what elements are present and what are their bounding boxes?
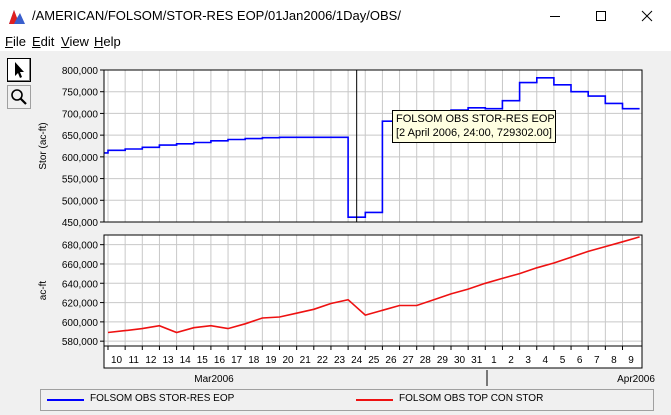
menu-view[interactable]: View: [61, 34, 89, 49]
minimize-button[interactable]: [532, 0, 578, 31]
x-tick-label: 6: [577, 355, 583, 366]
y-tick-label: 640,000: [62, 279, 99, 290]
y-tick-label: 600,000: [62, 153, 99, 164]
x-tick-label: 3: [525, 355, 531, 366]
maximize-button[interactable]: [578, 0, 624, 31]
menu-edit-rest: dit: [40, 34, 55, 49]
title-bar: /AMERICAN/FOLSOM/STOR-RES EOP/01Jan2006/…: [0, 0, 671, 31]
x-tick-label: 28: [420, 355, 432, 366]
x-tick-label: 11: [129, 355, 140, 366]
menu-edit-mnemonic: E: [32, 34, 41, 49]
legend-line-series2: [356, 399, 393, 401]
magnifier-icon: [11, 89, 27, 105]
menu-file-rest: ile: [12, 34, 26, 49]
plot-panel-2-background: [104, 235, 642, 346]
close-button[interactable]: [624, 0, 670, 31]
x-tick-label: 27: [403, 355, 415, 366]
x-tick-label: 26: [385, 355, 397, 366]
x-tick-label: 21: [300, 355, 312, 366]
window-title: /AMERICAN/FOLSOM/STOR-RES EOP/01Jan2006/…: [32, 8, 401, 23]
plot-panel-1-background: [104, 70, 642, 222]
legend: FOLSOM OBS STOR-RES EOP FOLSOM OBS TOP C…: [40, 389, 654, 411]
x-tick-label: 1: [491, 355, 497, 366]
x-tick-label: 12: [145, 355, 157, 366]
close-icon: [641, 10, 653, 21]
y-axis-label: Stor (ac-ft): [38, 122, 49, 169]
x-tick-label: 4: [543, 355, 549, 366]
menu-help-mnemonic: H: [94, 34, 104, 49]
y-tick-label: 500,000: [62, 196, 99, 207]
y-axis-label: ac-ft: [38, 281, 49, 301]
menu-bar: File Edit View Help: [0, 31, 671, 51]
x-tick-label: 15: [197, 355, 209, 366]
x-month-label: Apr2006: [617, 374, 655, 385]
x-tick-label: 23: [334, 355, 346, 366]
menu-view-rest: iew: [69, 34, 89, 49]
y-tick-label: 660,000: [62, 260, 99, 271]
plot-panel-1-frame: [103, 69, 643, 223]
legend-line-series1: [47, 399, 84, 401]
y-tick-label: 650,000: [62, 131, 99, 142]
series-line-stor-res-eop: [104, 77, 640, 218]
y-tick-label: 700,000: [62, 109, 99, 120]
arrow-pointer-icon: [15, 62, 24, 78]
x-tick-label: 14: [180, 355, 192, 366]
data-tooltip: FOLSOM OBS STOR-RES EOP [2 April 2006, 2…: [392, 110, 556, 143]
x-month-label: Mar2006: [194, 374, 234, 385]
menu-file[interactable]: File: [5, 34, 26, 49]
x-tick-label: 2: [508, 355, 514, 366]
y-tick-label: 600,000: [62, 318, 99, 329]
x-tick-label: 16: [214, 355, 226, 366]
legend-label-series2: FOLSOM OBS TOP CON STOR: [399, 393, 544, 404]
tooltip-value: [2 April 2006, 24:00, 729302.00]: [396, 127, 552, 139]
minimize-icon: [550, 15, 560, 17]
y-tick-label: 800,000: [62, 66, 99, 77]
select-tool-button[interactable]: [7, 58, 31, 82]
menu-help[interactable]: Help: [94, 34, 121, 49]
zoom-tool-button[interactable]: [7, 85, 31, 109]
y-tick-label: 580,000: [62, 337, 99, 348]
x-tick-label: 22: [317, 355, 329, 366]
series-line-top-con-stor: [107, 236, 640, 334]
x-tick-label: 19: [265, 355, 277, 366]
y-tick-label: 450,000: [62, 218, 99, 229]
x-tick-label: 31: [471, 355, 483, 366]
legend-label-series1: FOLSOM OBS STOR-RES EOP: [90, 393, 235, 404]
x-tick-label: 30: [454, 355, 466, 366]
x-tick-label: 24: [351, 355, 363, 366]
x-tick-label: 10: [111, 355, 123, 366]
menu-help-rest: elp: [103, 34, 121, 49]
y-tick-label: 750,000: [62, 88, 99, 99]
x-tick-label: 18: [248, 355, 260, 366]
x-tick-label: 5: [560, 355, 566, 366]
x-tick-label: 29: [437, 355, 449, 366]
menu-file-mnemonic: F: [5, 34, 13, 49]
menu-edit[interactable]: Edit: [32, 34, 54, 49]
x-tick-label: 17: [231, 355, 243, 366]
tooltip-series-name: FOLSOM OBS STOR-RES EOP: [396, 113, 555, 125]
x-axis-band: [103, 345, 643, 369]
y-tick-label: 680,000: [62, 241, 99, 252]
y-tick-label: 620,000: [62, 299, 99, 310]
menu-view-mnemonic: V: [61, 34, 70, 49]
x-tick-label: 13: [162, 355, 174, 366]
x-tick-label: 7: [594, 355, 600, 366]
x-tick-label: 9: [628, 355, 634, 366]
app-icon: [9, 10, 25, 24]
x-tick-label: 25: [368, 355, 380, 366]
y-tick-label: 550,000: [62, 175, 99, 186]
maximize-icon: [596, 10, 606, 21]
x-tick-label: 20: [283, 355, 295, 366]
x-tick-label: 8: [611, 355, 617, 366]
